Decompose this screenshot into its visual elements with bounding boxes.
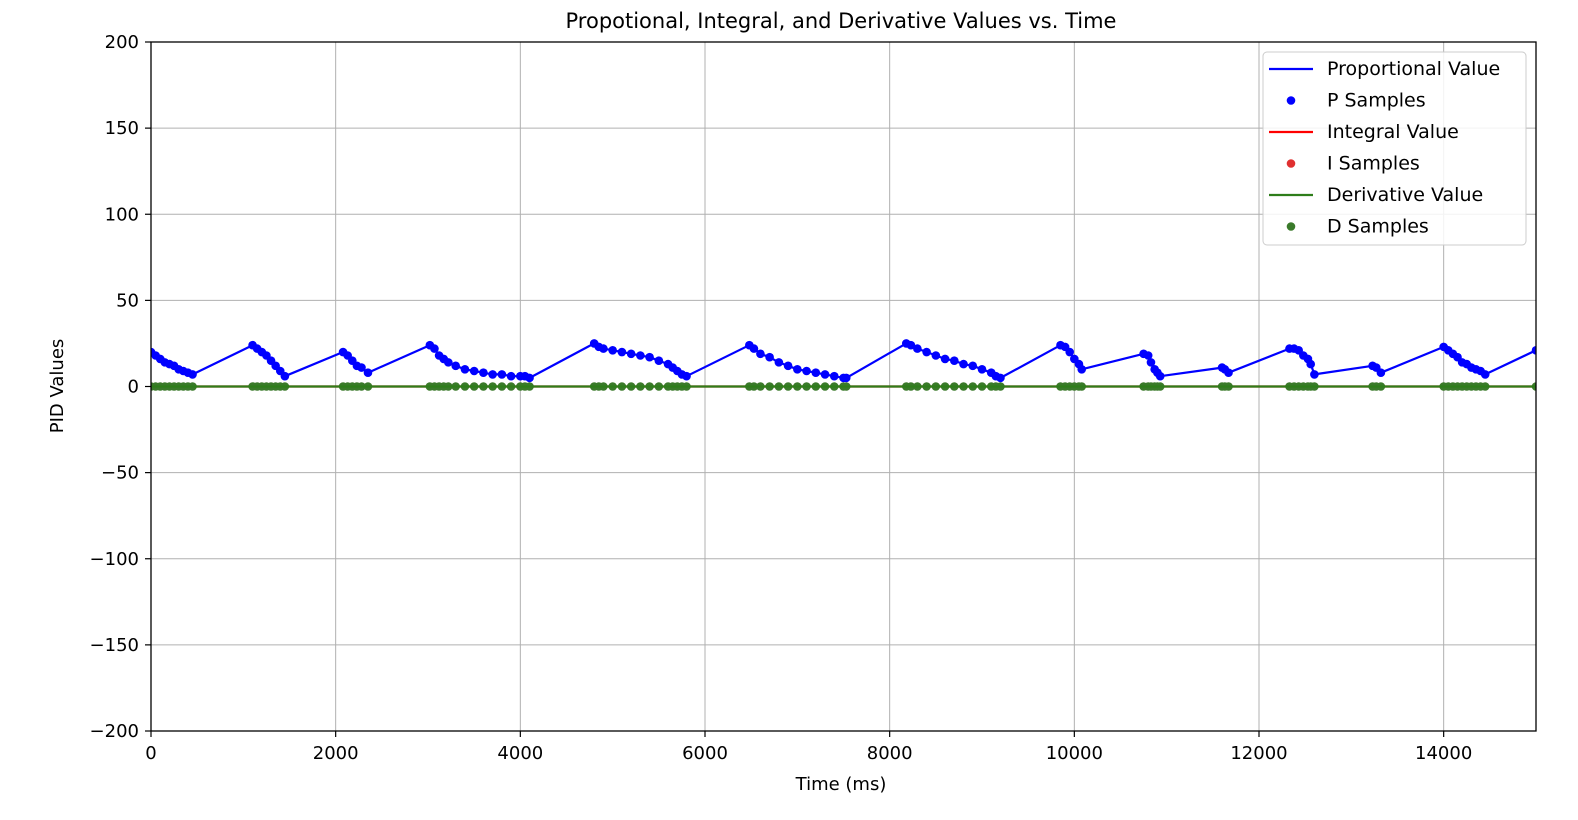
p-sample-point bbox=[525, 373, 534, 383]
p-sample-point bbox=[950, 356, 959, 365]
legend-label: Derivative Value bbox=[1327, 184, 1483, 206]
legend-label: D Samples bbox=[1327, 216, 1429, 238]
p-sample-point bbox=[1143, 351, 1153, 360]
y-tick-label: 100 bbox=[105, 204, 139, 225]
p-sample-point bbox=[774, 358, 784, 367]
y-tick-label: 50 bbox=[116, 290, 139, 311]
p-sample-point bbox=[654, 356, 664, 365]
p-sample-point bbox=[1480, 370, 1490, 379]
legend-marker-swatch bbox=[1286, 159, 1296, 168]
p-sample-point bbox=[479, 368, 488, 378]
p-sample-point bbox=[460, 364, 470, 374]
x-tick-label: 10000 bbox=[1046, 743, 1103, 764]
x-tick-label: 14000 bbox=[1415, 743, 1472, 764]
p-sample-point bbox=[506, 371, 516, 381]
plot-area bbox=[151, 339, 1536, 391]
y-tick-label: 200 bbox=[105, 32, 139, 53]
y-tick-label: −50 bbox=[101, 463, 139, 484]
p-sample-point bbox=[280, 371, 290, 381]
p-sample-point bbox=[497, 370, 507, 379]
p-sample-point bbox=[1310, 370, 1319, 379]
p-sample-point bbox=[940, 354, 950, 364]
p-sample-point bbox=[756, 349, 765, 359]
p-sample-point bbox=[1155, 371, 1165, 381]
p-sample-point bbox=[820, 370, 830, 379]
p-sample-point bbox=[996, 373, 1005, 383]
x-tick-label: 12000 bbox=[1230, 743, 1287, 764]
p-sample-point bbox=[636, 351, 645, 360]
x-tick-label: 0 bbox=[145, 743, 156, 764]
p-sample-point bbox=[968, 361, 978, 371]
p-sample-point bbox=[765, 352, 774, 362]
axes bbox=[145, 41, 1537, 737]
p-sample-point bbox=[959, 359, 968, 369]
p-sample-point bbox=[1531, 346, 1536, 355]
p-sample-point bbox=[608, 346, 617, 355]
p-sample-point bbox=[802, 366, 811, 376]
p-sample-point bbox=[1146, 358, 1156, 367]
x-tick-label: 8000 bbox=[867, 743, 913, 764]
p-sample-point bbox=[1306, 359, 1316, 369]
p-sample-point bbox=[829, 371, 839, 381]
p-sample-point bbox=[430, 344, 439, 353]
legend: Proportional Value P Samples Integral Valu… bbox=[1262, 51, 1527, 246]
y-axis-label: PID Values bbox=[47, 339, 68, 434]
p-sample-point bbox=[188, 370, 197, 379]
p-sample-point bbox=[977, 364, 987, 374]
x-tick-label: 6000 bbox=[682, 743, 728, 764]
p-sample-point bbox=[363, 368, 373, 378]
p-sample-point bbox=[1224, 368, 1233, 378]
p-sample-point bbox=[811, 368, 821, 378]
x-axis-label: Time (ms) bbox=[795, 774, 887, 795]
legend-label: Proportional Value bbox=[1327, 58, 1500, 80]
p-sample-point bbox=[841, 373, 851, 383]
y-tick-label: −200 bbox=[90, 721, 139, 742]
y-tick-label: 0 bbox=[128, 377, 139, 398]
p-sample-point bbox=[931, 351, 941, 360]
tick-labels: 0 2000 4000 6000 8000 10000 12000 14000 200 150 10… bbox=[90, 32, 1473, 764]
p-sample-point bbox=[469, 366, 479, 376]
legend-label: Integral Value bbox=[1327, 121, 1459, 143]
p-sample-point bbox=[1376, 368, 1386, 378]
p-sample-point bbox=[783, 361, 793, 371]
p-sample-point bbox=[906, 340, 916, 350]
p-sample-point bbox=[357, 363, 366, 372]
x-tick-label: 2000 bbox=[313, 743, 359, 764]
p-sample-point bbox=[444, 358, 453, 367]
p-sample-point bbox=[1065, 347, 1075, 357]
p-sample-point bbox=[451, 361, 461, 371]
p-sample-point bbox=[682, 371, 691, 381]
p-sample-point bbox=[913, 344, 922, 353]
y-tick-label: −100 bbox=[90, 549, 139, 570]
y-tick-label: 150 bbox=[105, 118, 139, 139]
p-sample-point bbox=[1077, 364, 1087, 374]
p-sample-point bbox=[488, 370, 497, 379]
p-sample-point bbox=[645, 352, 654, 362]
p-sample-point bbox=[599, 344, 608, 353]
legend-marker-swatch bbox=[1286, 222, 1296, 231]
y-tick-label: −150 bbox=[90, 635, 139, 656]
x-tick-label: 4000 bbox=[497, 743, 543, 764]
legend-label: P Samples bbox=[1327, 90, 1426, 112]
p-sample-point bbox=[922, 347, 931, 357]
p-sample-point bbox=[749, 344, 759, 353]
legend-label: I Samples bbox=[1327, 153, 1420, 175]
p-sample-point bbox=[626, 349, 636, 359]
chart-title: Propotional, Integral, and Derivative Va… bbox=[566, 9, 1117, 33]
legend-box bbox=[1262, 51, 1527, 246]
p-sample-point bbox=[617, 347, 627, 357]
p-sample-point bbox=[793, 364, 802, 374]
legend-marker-swatch bbox=[1286, 96, 1296, 105]
